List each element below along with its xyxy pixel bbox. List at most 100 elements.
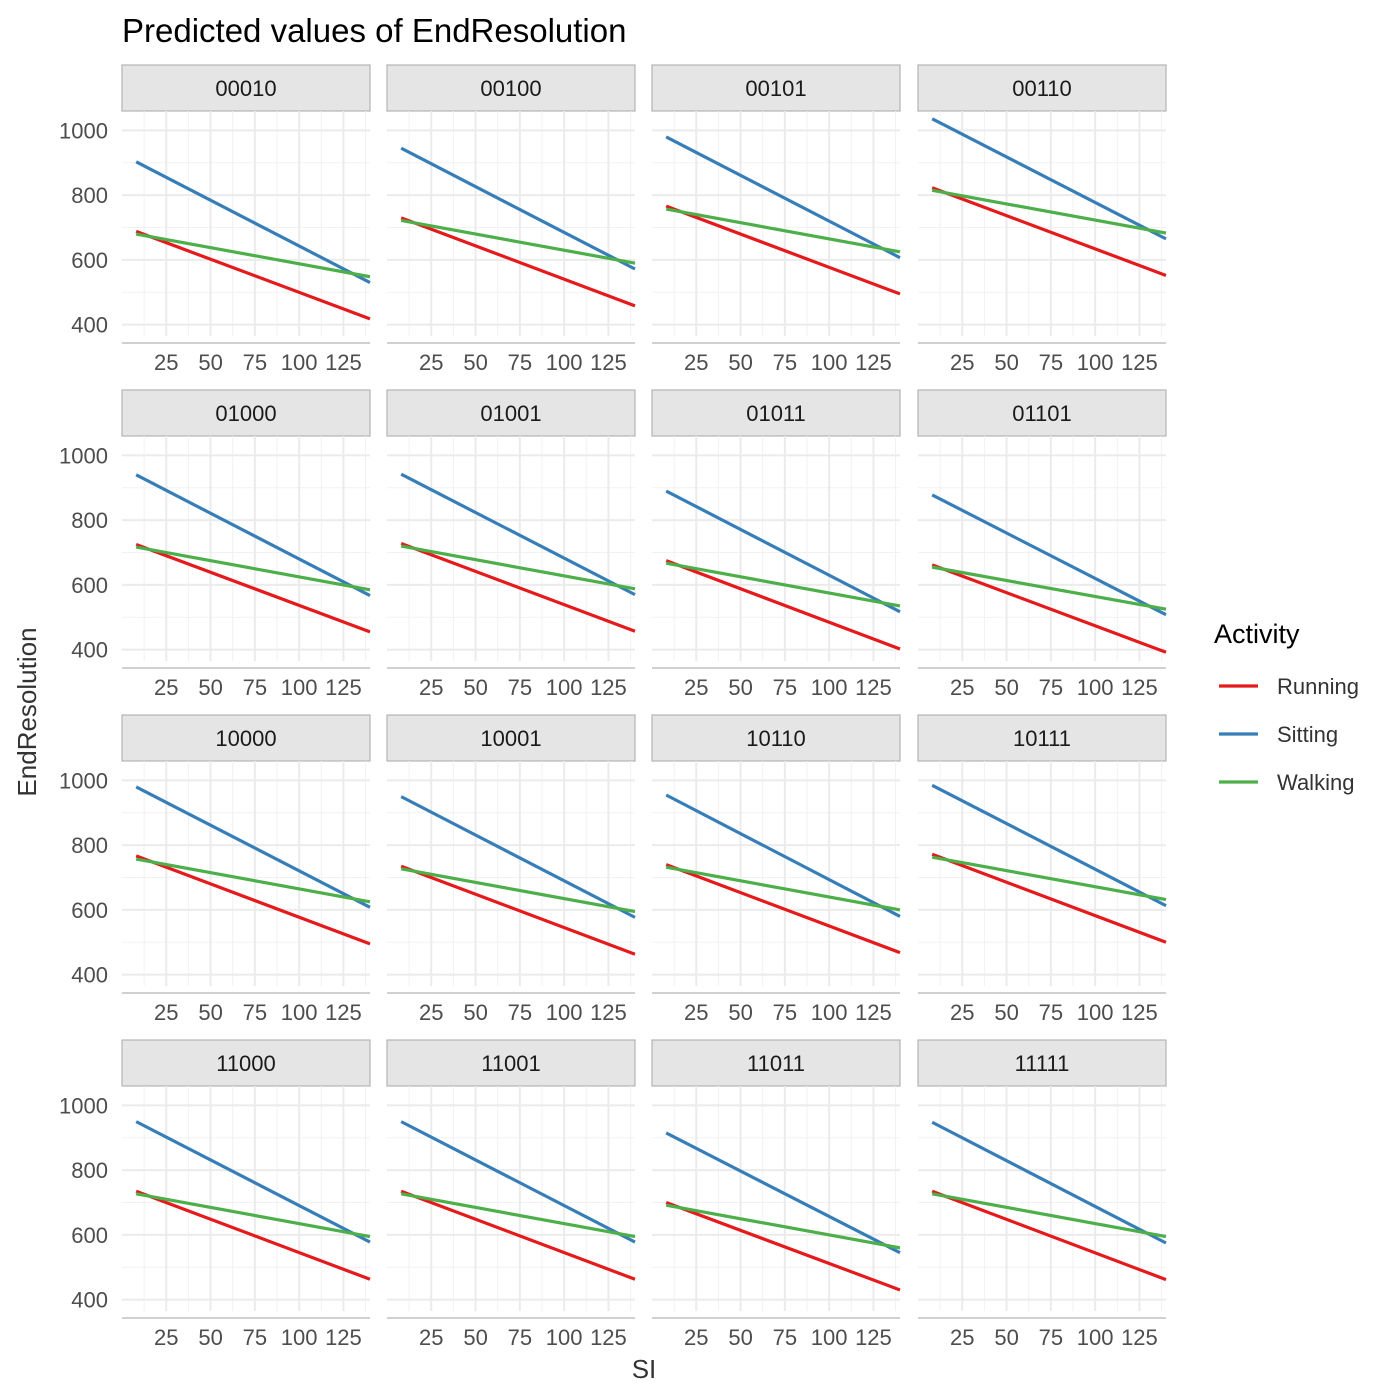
series-line-running	[665, 559, 901, 651]
y-tick-label: 600	[71, 1223, 108, 1248]
series-line-running	[400, 541, 636, 633]
facet-strip	[121, 389, 371, 437]
x-tick-label: 125	[855, 1000, 892, 1025]
y-tick-label: 400	[71, 963, 108, 988]
series-line-running	[400, 216, 636, 308]
x-tick-label: 125	[855, 350, 892, 375]
x-tick-label: 75	[508, 1325, 532, 1350]
y-tick-label: 600	[71, 573, 108, 598]
x-tick-label: 50	[463, 675, 487, 700]
x-tick-label: 100	[546, 1000, 583, 1025]
series-line-sitting	[400, 472, 636, 597]
x-tick-label: 125	[855, 675, 892, 700]
series-line-walking	[931, 188, 1167, 235]
y-tick-label: 400	[71, 638, 108, 663]
series-line-walking	[135, 857, 371, 904]
x-tick-label: 75	[243, 350, 267, 375]
facet-strip-label: 01001	[480, 401, 541, 426]
series-line-running	[135, 1189, 371, 1281]
x-tick-label: 50	[994, 350, 1018, 375]
y-axis-title: EndResolution	[12, 627, 42, 796]
x-tick-label: 50	[728, 1000, 752, 1025]
x-tick-label: 25	[950, 675, 974, 700]
series-line-running	[135, 542, 371, 634]
x-tick-label: 100	[546, 350, 583, 375]
x-tick-label: 25	[419, 675, 443, 700]
facet-strip	[651, 714, 901, 762]
x-tick-label: 50	[994, 675, 1018, 700]
x-tick-label: 75	[508, 350, 532, 375]
series-line-sitting	[665, 793, 901, 918]
series-line-walking	[400, 218, 636, 265]
legend-label-running: Running	[1277, 674, 1359, 699]
facet-panel: 01101 25 50 75 100 125	[917, 389, 1167, 700]
x-tick-label: 125	[325, 350, 362, 375]
x-tick-label: 75	[773, 1325, 797, 1350]
series-line-running	[135, 229, 371, 321]
x-tick-label: 25	[154, 350, 178, 375]
facet-panel: 11001 25 50 75 100 125	[386, 1039, 636, 1350]
facet-strip-label: 01101	[1012, 401, 1072, 426]
x-tick-label: 100	[811, 350, 848, 375]
x-tick-label: 125	[590, 675, 627, 700]
x-tick-label: 50	[198, 1000, 222, 1025]
x-tick-label: 25	[684, 1325, 708, 1350]
x-axis-title: SI	[632, 1354, 657, 1384]
facet-panel: 01000 25 50 75 100 125 400 600 800 1000	[59, 389, 371, 700]
facet-strip	[917, 714, 1167, 762]
x-tick-label: 50	[463, 350, 487, 375]
y-tick-label: 400	[71, 1288, 108, 1313]
x-tick-label: 75	[1039, 1325, 1063, 1350]
x-tick-label: 125	[1121, 1000, 1158, 1025]
x-tick-label: 75	[1039, 350, 1063, 375]
x-tick-label: 25	[950, 350, 974, 375]
y-tick-label: 800	[71, 508, 108, 533]
series-line-walking	[665, 1203, 901, 1250]
facet-strip-label: 11011	[747, 1051, 805, 1076]
y-tick-label: 800	[71, 1158, 108, 1183]
facet-panel: 01001 25 50 75 100 125	[386, 389, 636, 700]
facet-panel: 11011 25 50 75 100 125	[651, 1039, 901, 1350]
series-line-walking	[931, 855, 1167, 902]
facet-panel: 01011 25 50 75 100 125	[651, 389, 901, 700]
series-line-walking	[931, 1192, 1167, 1239]
x-tick-label: 50	[198, 675, 222, 700]
series-line-walking	[665, 207, 901, 254]
x-tick-label: 125	[590, 1325, 627, 1350]
x-tick-label: 25	[419, 350, 443, 375]
y-tick-label: 600	[71, 248, 108, 273]
series-line-sitting	[931, 1120, 1167, 1245]
chart-title: Predicted values of EndResolution	[122, 12, 626, 49]
series-line-running	[135, 854, 371, 946]
series-line-running	[400, 1189, 636, 1281]
facet-strip	[917, 389, 1167, 437]
series-line-walking	[931, 565, 1167, 611]
facet-strip	[917, 64, 1167, 112]
x-tick-label: 125	[855, 1325, 892, 1350]
facet-strip-label: 01000	[215, 401, 276, 426]
series-line-sitting	[135, 160, 371, 285]
facet-strip-label: 00100	[480, 76, 541, 101]
x-tick-label: 75	[243, 1325, 267, 1350]
series-line-sitting	[400, 1120, 636, 1244]
x-tick-label: 50	[198, 1325, 222, 1350]
facet-panel: 11111 25 50 75 100 125	[917, 1039, 1167, 1350]
x-tick-label: 100	[1077, 1000, 1114, 1025]
series-line-sitting	[400, 795, 636, 919]
series-line-walking	[135, 1192, 371, 1239]
series-line-walking	[665, 561, 901, 608]
facet-strip	[651, 64, 901, 112]
x-tick-label: 125	[325, 1000, 362, 1025]
facet-panel: 11000 25 50 75 100 125 400 600 800 1000	[59, 1039, 371, 1350]
facet-strip	[121, 64, 371, 112]
x-tick-label: 125	[325, 675, 362, 700]
x-tick-label: 75	[1039, 1000, 1063, 1025]
series-line-running	[931, 186, 1167, 277]
facet-strip-label: 00110	[1012, 76, 1072, 101]
x-tick-label: 75	[773, 675, 797, 700]
x-tick-label: 75	[773, 1000, 797, 1025]
series-line-running	[665, 204, 901, 296]
x-tick-label: 25	[419, 1000, 443, 1025]
x-tick-label: 100	[281, 1000, 318, 1025]
